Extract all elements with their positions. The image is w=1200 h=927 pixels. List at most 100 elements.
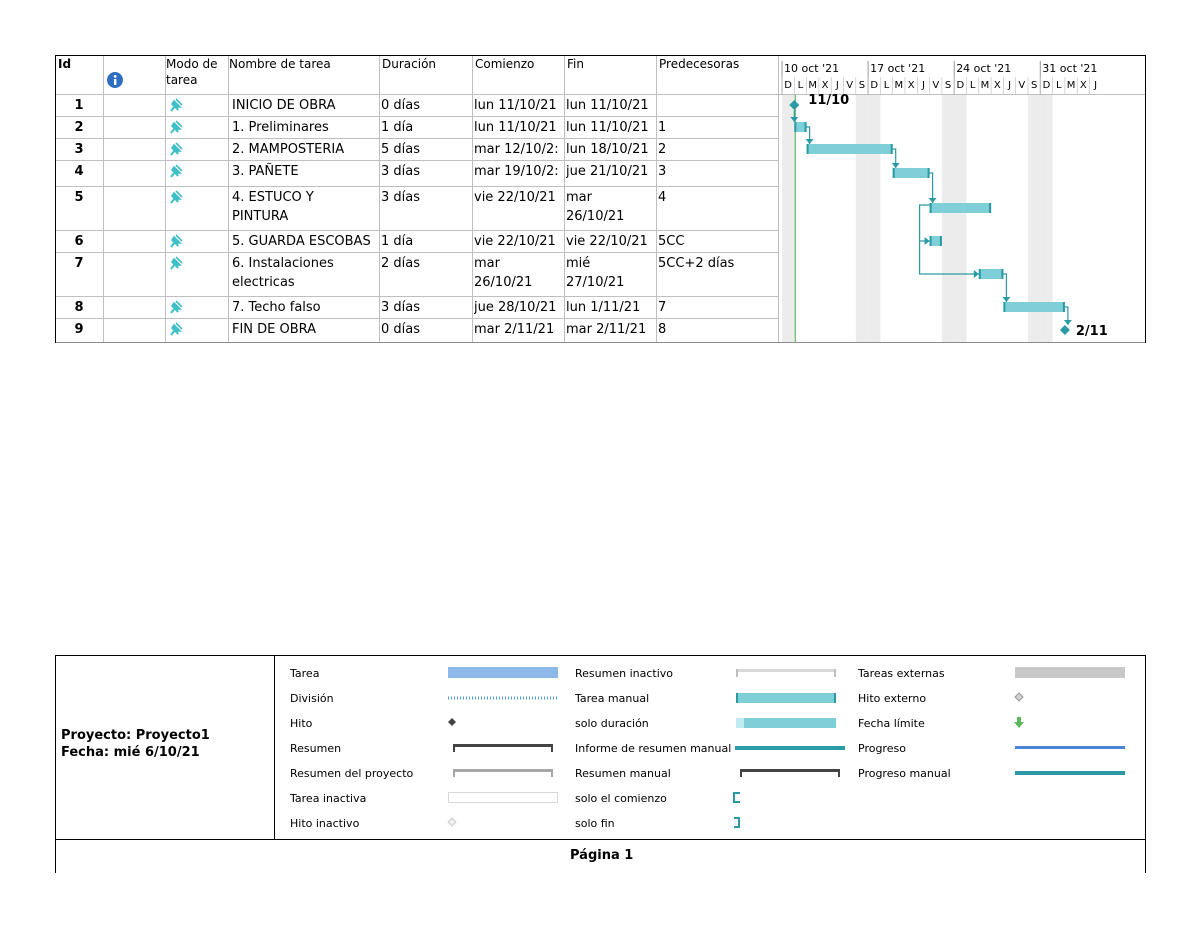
task-id-cell[interactable]: 2 <box>74 120 84 135</box>
col-header-finish[interactable]: Fin <box>567 57 584 71</box>
day-label: X <box>908 80 915 91</box>
task-pred-cell[interactable]: 7 <box>658 300 667 315</box>
weekend-band <box>954 95 967 343</box>
task-id-cell[interactable]: 7 <box>74 256 84 271</box>
task-fin-cell[interactable]: lun 18/10/21 <box>566 142 649 157</box>
task-name-cell[interactable]: PINTURA <box>232 209 289 224</box>
task-fin-cell[interactable]: mié <box>566 256 591 271</box>
task-pred-cell[interactable]: 8 <box>658 322 667 337</box>
task-start-cell[interactable]: mar 12/10/2: <box>474 142 559 157</box>
col-header-id[interactable]: Id <box>58 57 72 71</box>
task-bar[interactable] <box>892 168 930 178</box>
legend-label: Tarea inactiva <box>290 792 367 805</box>
task-fin-cell[interactable]: lun 11/10/21 <box>566 98 649 113</box>
task-bar[interactable] <box>806 144 893 154</box>
task-pred-cell[interactable]: 3 <box>658 164 667 179</box>
task-dur-cell[interactable]: 3 días <box>381 164 421 179</box>
task-id-cell[interactable]: 1 <box>74 98 84 113</box>
task-fin-cell[interactable]: vie 22/10/21 <box>566 234 648 249</box>
task-dur-cell[interactable]: 1 día <box>381 234 414 249</box>
task-pred-cell[interactable]: 5CC <box>658 234 685 249</box>
col-header-start[interactable]: Comienzo <box>475 57 535 71</box>
task-dur-cell[interactable]: 0 días <box>381 98 421 113</box>
task-name-cell[interactable]: 1. Preliminares <box>232 120 329 135</box>
project-name: Proyecto: Proyecto1 <box>61 728 210 743</box>
task-start-cell[interactable]: mar 19/10/2: <box>474 164 559 179</box>
table-row[interactable]: 6 5. GUARDA ESCOBAS 1 día vie 22/10/21 vie 2… <box>55 230 779 252</box>
task-pred-cell[interactable]: 1 <box>658 120 667 135</box>
task-pred-cell[interactable]: 5CC+2 días <box>658 256 735 271</box>
task-pred-cell[interactable]: 2 <box>658 142 667 157</box>
table-row[interactable]: 9 FIN DE OBRA 0 días mar 2/11/21 mar 2/11/21… <box>55 318 779 342</box>
task-bar[interactable] <box>978 269 1004 279</box>
project-date: Fecha: mié 6/10/21 <box>61 745 200 760</box>
col-header-mode-line1[interactable]: Modo de <box>166 57 218 71</box>
task-dur-cell[interactable]: 5 días <box>381 142 421 157</box>
milestone-start-diamond[interactable] <box>789 100 800 110</box>
task-id-cell[interactable]: 5 <box>74 190 84 205</box>
task-fin-cell[interactable]: 26/10/21 <box>566 209 625 224</box>
task-start-cell[interactable]: jue 28/10/21 <box>474 300 557 315</box>
task-pred-cell[interactable]: 4 <box>658 190 667 205</box>
task-start-cell[interactable]: lun 11/10/21 <box>474 98 557 113</box>
task-dur-cell[interactable]: 2 días <box>381 256 421 271</box>
task-start-cell[interactable]: mar 2/11/21 <box>474 322 555 337</box>
task-start-cell[interactable]: vie 22/10/21 <box>474 234 556 249</box>
legend-swatch-bar-blue <box>448 667 558 678</box>
task-start-cell[interactable]: 26/10/21 <box>474 275 533 290</box>
week-label: 10 oct '21 <box>784 62 839 75</box>
legend-label: Progreso manual <box>858 767 951 780</box>
task-name-cell[interactable]: 6. Instalaciones <box>232 256 334 271</box>
task-start-cell[interactable]: lun 11/10/21 <box>474 120 557 135</box>
info-icon[interactable] <box>107 72 123 88</box>
legend-swatch-bar-gray <box>1015 667 1125 678</box>
table-row[interactable]: 4 3. PAÑETE 3 días mar 19/10/2: jue 21/10/21… <box>55 160 779 186</box>
task-dur-cell[interactable]: 1 día <box>381 120 414 135</box>
task-bar[interactable] <box>929 203 992 213</box>
task-bar-end-edge <box>939 236 942 246</box>
col-header-name[interactable]: Nombre de tarea <box>229 57 331 71</box>
legend-swatch-line-teal <box>1015 771 1125 775</box>
table-row[interactable]: 1 INICIO DE OBRA 0 días lun 11/10/21 lun 11/… <box>55 94 779 116</box>
task-id-cell[interactable]: 6 <box>74 234 84 249</box>
task-fin-cell[interactable]: mar <box>566 190 592 205</box>
task-dur-cell[interactable]: 3 días <box>381 190 421 205</box>
table-row[interactable]: 5 4. ESTUCO Y PINTURA 3 días vie 22/10/21 mar… <box>55 186 779 230</box>
task-bar[interactable] <box>794 122 807 132</box>
col-header-mode-line2[interactable]: tarea <box>166 73 198 87</box>
task-fin-cell[interactable]: lun 1/11/21 <box>566 300 641 315</box>
col-header-predecessors[interactable]: Predecesoras <box>659 57 740 71</box>
task-bar[interactable] <box>929 236 942 246</box>
milestone-start-label: 11/10 <box>808 93 849 108</box>
task-fin-cell[interactable]: lun 11/10/21 <box>566 120 649 135</box>
task-name-cell[interactable]: 2. MAMPOSTERIA <box>232 142 345 157</box>
task-table: Id Modo de tarea Nombre de tarea Duració… <box>55 55 779 343</box>
dependency-arrowhead <box>805 139 814 144</box>
task-fin-cell[interactable]: mar 2/11/21 <box>566 322 647 337</box>
task-name-cell[interactable]: electricas <box>232 275 295 290</box>
task-fin-cell[interactable]: 27/10/21 <box>566 275 625 290</box>
task-name-cell[interactable]: INICIO DE OBRA <box>232 98 336 113</box>
task-name-cell[interactable]: FIN DE OBRA <box>232 322 317 337</box>
table-row[interactable]: 8 7. Techo falso 3 días jue 28/10/21 lun 1/1… <box>55 296 779 318</box>
task-fin-cell[interactable]: jue 21/10/21 <box>566 164 649 179</box>
task-name-cell[interactable]: 4. ESTUCO Y <box>232 190 314 205</box>
task-dur-cell[interactable]: 0 días <box>381 322 421 337</box>
milestone-end-diamond[interactable] <box>1059 325 1070 335</box>
task-name-cell[interactable]: 5. GUARDA ESCOBAS <box>232 234 371 249</box>
task-id-cell[interactable]: 9 <box>74 322 84 337</box>
task-bar[interactable] <box>1003 302 1065 312</box>
task-bar-end-edge <box>927 168 930 178</box>
table-row[interactable]: 2 1. Preliminares 1 día lun 11/10/21 lun 11/… <box>55 116 779 138</box>
task-name-cell[interactable]: 7. Techo falso <box>232 300 321 315</box>
table-row[interactable]: 3 2. MAMPOSTERIA 5 días mar 12/10/2: lun 18/… <box>55 138 779 160</box>
task-name-cell[interactable]: 3. PAÑETE <box>232 164 299 179</box>
col-header-duration[interactable]: Duración <box>382 57 437 71</box>
task-start-cell[interactable]: vie 22/10/21 <box>474 190 556 205</box>
task-id-cell[interactable]: 4 <box>74 164 84 179</box>
table-row[interactable]: 7 6. Instalaciones electricas 2 días mar 26/1… <box>55 252 779 296</box>
task-dur-cell[interactable]: 3 días <box>381 300 421 315</box>
task-start-cell[interactable]: mar <box>474 256 500 271</box>
task-id-cell[interactable]: 8 <box>74 300 84 315</box>
task-id-cell[interactable]: 3 <box>74 142 84 157</box>
